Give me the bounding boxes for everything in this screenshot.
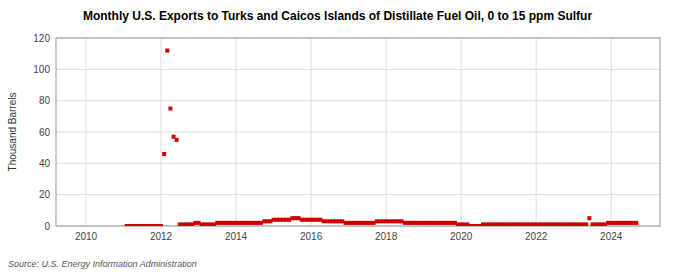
tick-label: 100 [33, 64, 50, 75]
point [168, 107, 172, 111]
point [587, 216, 591, 220]
grid [56, 38, 660, 226]
grid-line [236, 38, 237, 226]
tick-label: 2024 [600, 231, 623, 242]
title: Monthly U.S. Exports to Turks and Caicos… [83, 9, 593, 23]
point [584, 222, 588, 226]
tick-label: 2010 [75, 231, 98, 242]
tick-label: 80 [39, 95, 51, 106]
tick-label: 2022 [525, 231, 548, 242]
grid-line [56, 100, 660, 101]
tick-label: 40 [39, 158, 51, 169]
grid-line [536, 38, 537, 226]
axis-label: Thousand Barrels [7, 93, 18, 172]
tick-label: 2016 [300, 231, 323, 242]
point [634, 221, 638, 225]
grid-line [461, 38, 462, 226]
plot-frame [56, 38, 660, 226]
grid-line [611, 38, 612, 226]
tick-label: 20 [39, 189, 51, 200]
grid-line [56, 163, 660, 164]
points [125, 49, 639, 226]
grid-line [56, 132, 660, 133]
tick-label: 2020 [450, 231, 473, 242]
chart: 0 20 40 60 80 100 120 2010 2012 2014 2016 2018 2020 2… [0, 0, 675, 275]
tick-label: 0 [44, 221, 50, 232]
tick-label: 2014 [225, 231, 248, 242]
point [165, 49, 169, 53]
tick-label: 2018 [375, 231, 398, 242]
grid-line [56, 69, 660, 70]
point [162, 152, 166, 156]
grid-line [311, 38, 312, 226]
point [175, 138, 179, 142]
plot-area [56, 38, 660, 226]
tick-label: 120 [33, 33, 50, 44]
tick-label: 60 [39, 127, 51, 138]
point [159, 224, 163, 226]
grid-line [86, 38, 87, 226]
source: Source: U.S. Energy Information Administ… [8, 259, 197, 269]
tick-label: 2012 [150, 231, 173, 242]
grid-line [161, 38, 162, 226]
grid-line [386, 38, 387, 226]
grid-line [56, 194, 660, 195]
